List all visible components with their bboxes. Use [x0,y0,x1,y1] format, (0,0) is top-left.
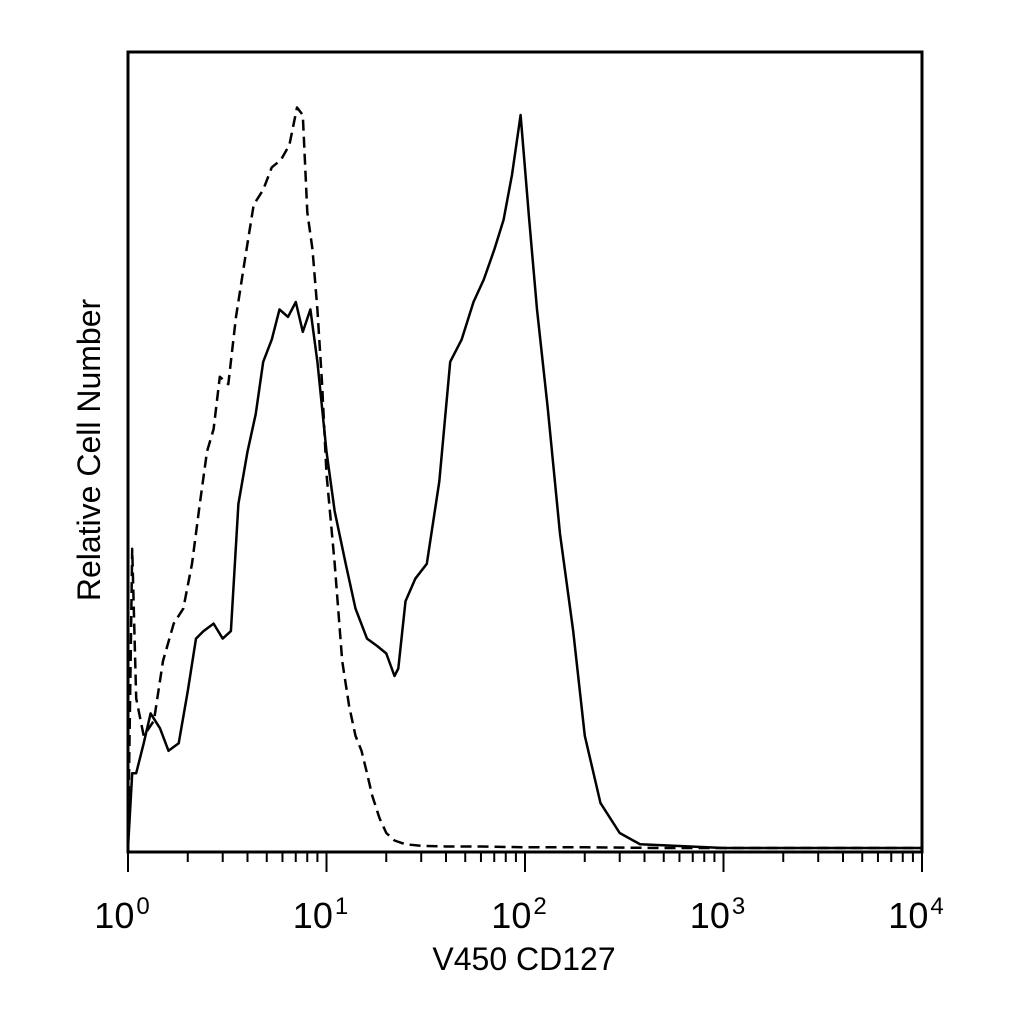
x-axis-title: V450 CD127 [432,941,615,977]
y-axis-title: Relative Cell Number [71,298,107,601]
x-tick-labels: 100 101 102 103 104 [94,893,943,936]
x-tick-label: 102 [491,893,546,936]
series-line-solid [126,113,922,850]
series-line-dashed [126,106,922,850]
x-tick-label: 103 [690,893,745,936]
x-tick-marks [127,852,923,872]
x-tick-label: 100 [94,893,149,936]
plot-frame [126,50,924,854]
series-layer [126,106,922,850]
x-tick-label: 104 [888,893,943,936]
x-tick-label: 101 [293,893,348,936]
